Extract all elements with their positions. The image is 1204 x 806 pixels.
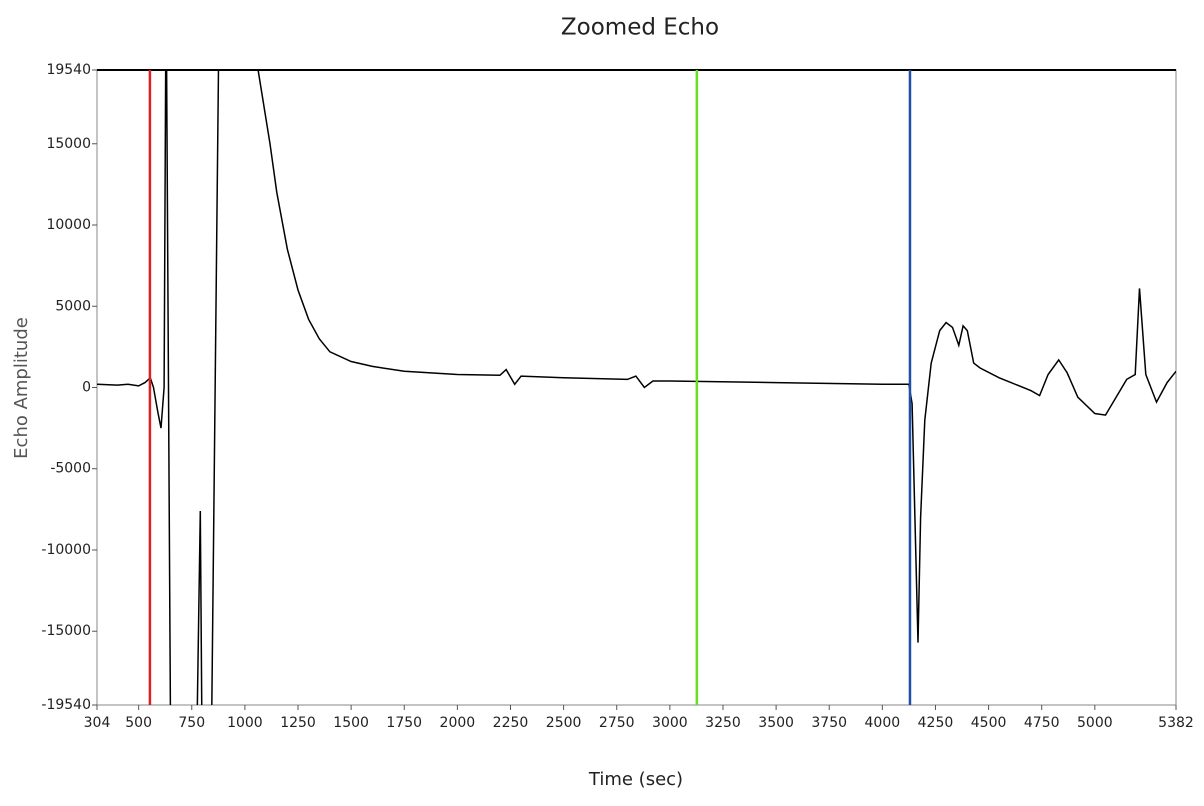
y-tick-label: 19540 — [46, 62, 91, 78]
x-tick-label: 2000 — [440, 715, 476, 731]
x-tick-label: 2500 — [546, 715, 582, 731]
y-tick-label: -15000 — [41, 623, 91, 639]
y-tick-label: 5000 — [55, 298, 91, 314]
x-tick-label: 1750 — [386, 715, 422, 731]
echo-line — [97, 70, 1176, 705]
x-tick-label: 4000 — [865, 715, 901, 731]
y-tick-label: 10000 — [46, 217, 91, 233]
x-tick-label: 4750 — [1024, 715, 1060, 731]
x-tick-label: 3750 — [811, 715, 847, 731]
x-tick-label: 750 — [178, 715, 205, 731]
x-tick-label: 3250 — [705, 715, 741, 731]
x-tick-label: 2750 — [599, 715, 635, 731]
y-tick-label: 0 — [82, 380, 91, 396]
y-tick-label: -5000 — [50, 461, 91, 477]
y-tick-label: -19540 — [41, 697, 91, 713]
x-tick-label: 5000 — [1077, 715, 1113, 731]
x-tick-label: 2250 — [493, 715, 529, 731]
y-tick-label: -10000 — [41, 542, 91, 558]
x-tick-label: 1250 — [280, 715, 316, 731]
chart-title: Zoomed Echo — [561, 15, 719, 41]
x-tick-label: 3000 — [652, 715, 688, 731]
x-tick-label: 4250 — [918, 715, 954, 731]
y-tick-label: 15000 — [46, 136, 91, 152]
x-tick-label: 5382 — [1158, 715, 1194, 731]
x-tick-label: 500 — [125, 715, 152, 731]
x-tick-label: 1000 — [227, 715, 263, 731]
x-tick-label: 1500 — [333, 715, 369, 731]
plot-area — [96, 69, 1177, 706]
x-tick-label: 304 — [84, 715, 111, 731]
x-tick-label: 4500 — [971, 715, 1007, 731]
x-tick-label: 3500 — [758, 715, 794, 731]
y-axis-label: Echo Amplitude — [11, 317, 32, 459]
x-axis-label: Time (sec) — [588, 769, 683, 790]
